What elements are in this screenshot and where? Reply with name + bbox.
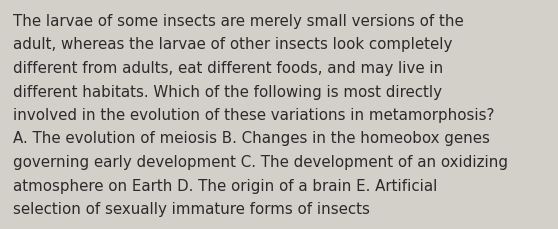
Text: atmosphere on Earth D. The origin of a brain E. Artificial: atmosphere on Earth D. The origin of a b…: [13, 178, 437, 193]
Text: adult, whereas the larvae of other insects look completely: adult, whereas the larvae of other insec…: [13, 37, 453, 52]
Text: selection of sexually immature forms of insects: selection of sexually immature forms of …: [13, 201, 370, 216]
Text: different habitats. Which of the following is most directly: different habitats. Which of the followi…: [13, 84, 442, 99]
Text: involved in the evolution of these variations in metamorphosis?: involved in the evolution of these varia…: [13, 108, 494, 123]
Text: different from adults, eat different foods, and may live in: different from adults, eat different foo…: [13, 61, 443, 76]
Text: A. The evolution of meiosis B. Changes in the homeobox genes: A. The evolution of meiosis B. Changes i…: [13, 131, 490, 146]
Text: governing early development C. The development of an oxidizing: governing early development C. The devel…: [13, 154, 508, 169]
Text: The larvae of some insects are merely small versions of the: The larvae of some insects are merely sm…: [13, 14, 464, 29]
